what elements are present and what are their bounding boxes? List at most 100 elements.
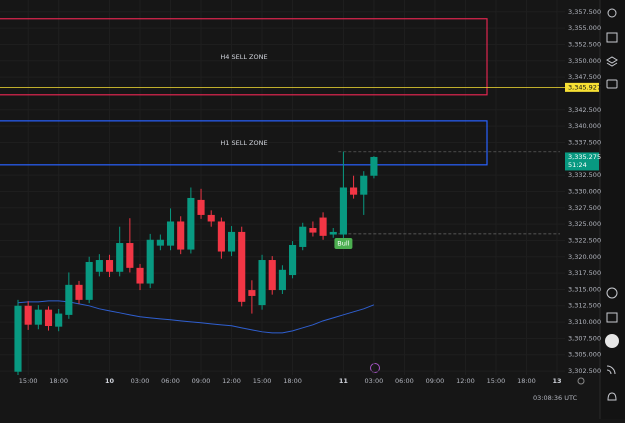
- y-tick-label: 3,352.500: [568, 40, 601, 48]
- candle-body: [136, 267, 144, 284]
- price-label-box: [565, 152, 599, 171]
- target-icon[interactable]: [606, 287, 618, 299]
- candle-body: [360, 175, 368, 195]
- y-tick-label: 3,350.000: [568, 57, 601, 65]
- y-tick-label: 3,310.000: [568, 318, 601, 326]
- y-tick-label: 3,347.500: [568, 73, 601, 81]
- y-tick-label: 3,320.000: [568, 253, 601, 261]
- y-tick-label: 3,325.000: [568, 220, 601, 228]
- candle-body: [289, 244, 297, 276]
- moving-average: [17, 300, 375, 334]
- candle-body: [95, 260, 103, 272]
- y-tick-label: 3,312.500: [568, 302, 601, 310]
- y-tick-label: 3,315.000: [568, 285, 601, 293]
- settings-icon[interactable]: [577, 377, 585, 385]
- x-tick-label: 09:00: [426, 377, 445, 385]
- candle-body: [166, 221, 175, 246]
- x-tick-label: 09:00: [192, 377, 211, 385]
- calendar-icon[interactable]: [606, 312, 618, 323]
- y-tick-label: 3,330.000: [568, 187, 601, 195]
- candle-body: [14, 305, 22, 372]
- candle-body: [339, 187, 347, 235]
- y-tick-label: 3,340.000: [568, 122, 601, 130]
- plot: 3,357.500 3,355.000 3,352.500 3,350.000 3,34…: [0, 7, 602, 385]
- x-tick-label: 06:00: [395, 377, 414, 385]
- candle-body: [116, 243, 124, 272]
- candle-body: [217, 221, 225, 252]
- x-tick-label: 18:00: [517, 377, 536, 385]
- price-label: 3,335.275: [568, 153, 601, 161]
- y-tick-label: 3,322.500: [568, 236, 601, 244]
- y-tick-label: 3,317.500: [568, 269, 601, 277]
- y-tick-label: 3,342.500: [568, 106, 601, 114]
- candle-body: [126, 243, 134, 268]
- x-tick-label: 03:00: [131, 377, 150, 385]
- candle-body: [248, 290, 256, 296]
- bell-icon[interactable]: [607, 392, 617, 401]
- candle-body: [105, 260, 114, 272]
- candle-body: [34, 309, 42, 325]
- candle-body: [75, 284, 83, 300]
- candle-body: [24, 305, 32, 325]
- candle-body: [309, 228, 317, 233]
- candle-body: [44, 309, 53, 327]
- price-label: 3,345.927: [568, 83, 601, 91]
- candle-body: [299, 226, 307, 247]
- y-tick-label: 3,307.500: [568, 334, 601, 342]
- candle-body: [258, 260, 266, 306]
- x-tick-label: 11: [339, 377, 349, 385]
- candle-body: [370, 156, 378, 176]
- y-tick-label: 3,357.500: [568, 8, 601, 16]
- x-tick-label: 03:00: [365, 377, 384, 385]
- zone-label: H4 SELL ZONE: [220, 53, 267, 61]
- clock-text: 03:08:36 UTC: [533, 394, 578, 402]
- y-tick-label: 3,305.000: [568, 351, 601, 359]
- x-tick-label: 15:00: [487, 377, 506, 385]
- layers-icon[interactable]: [606, 56, 618, 67]
- signal-tag: [334, 238, 353, 250]
- candle-body: [207, 214, 215, 222]
- price-countdown: 51:24: [568, 161, 587, 169]
- zone-label: H1 SELL ZONE: [220, 139, 267, 147]
- price-label-box: [565, 82, 599, 92]
- y-tick-label: 3,302.500: [568, 367, 601, 375]
- candle-body: [156, 239, 164, 246]
- candle-body: [177, 221, 185, 250]
- zone: [0, 18, 488, 96]
- active-icon[interactable]: [605, 334, 619, 348]
- candle-body: [319, 217, 327, 236]
- y-tick-label: 3,337.500: [568, 138, 601, 146]
- toolbar: [600, 0, 625, 419]
- zone: [0, 120, 488, 166]
- x-tick-label: 10: [105, 377, 115, 385]
- candle-body: [85, 261, 93, 300]
- x-tick-label: 15:00: [253, 377, 272, 385]
- candle-body: [65, 284, 73, 315]
- x-tick-label: 12:00: [456, 377, 475, 385]
- toolbar-icons: [605, 8, 619, 401]
- candle-body: [146, 239, 154, 284]
- y-tick-label: 3,327.500: [568, 204, 601, 212]
- signal-label: Bull: [337, 240, 349, 248]
- x-tick-label: 12:00: [222, 377, 241, 385]
- feed-icon[interactable]: [606, 365, 616, 375]
- watchlist-icon[interactable]: [606, 32, 618, 43]
- chat-icon[interactable]: [606, 79, 618, 89]
- x-tick-label: 15:00: [19, 377, 38, 385]
- candle-body: [197, 199, 205, 215]
- x-tick-label: 06:00: [161, 377, 180, 385]
- x-tick-label: 18:00: [283, 377, 302, 385]
- candle-body: [227, 231, 236, 252]
- candle-body: [55, 313, 63, 327]
- replay-icon[interactable]: [370, 363, 380, 373]
- candle-body: [187, 197, 195, 250]
- y-tick-label: 3,332.500: [568, 171, 601, 179]
- y-tick-label: 3,355.000: [568, 24, 601, 32]
- candle-body: [278, 269, 286, 291]
- candle-body: [238, 231, 246, 302]
- x-tick-label: 13: [552, 377, 561, 385]
- clock-icon[interactable]: [607, 8, 617, 18]
